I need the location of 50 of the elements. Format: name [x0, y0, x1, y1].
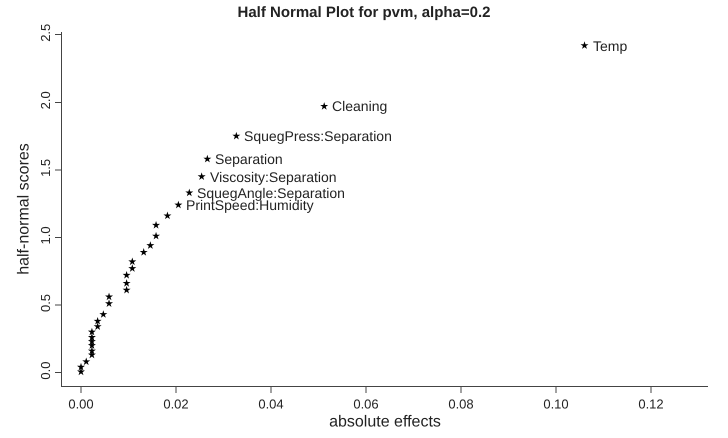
point — [88, 333, 96, 341]
chart-title: Half Normal Plot for pvm, alpha=0.2 — [238, 4, 490, 22]
point — [105, 292, 114, 300]
y-tick-label: 0.5 — [38, 294, 53, 312]
y-tick-label: 1.5 — [38, 158, 53, 177]
annotation: Separation — [215, 151, 283, 167]
annotation: Viscosity:Separation — [210, 169, 337, 185]
point — [320, 102, 328, 110]
point — [163, 212, 172, 220]
x-axis-title: absolute effects — [329, 413, 441, 430]
y-tick-label: 2.5 — [38, 24, 53, 42]
y-tick-label: 0.0 — [38, 362, 53, 380]
x-tick-label: 0.12 — [638, 396, 664, 412]
annotation: Temp — [593, 38, 628, 54]
point — [185, 188, 194, 196]
point — [122, 271, 131, 279]
x-tick-label: 0.04 — [258, 396, 284, 412]
point — [198, 172, 206, 180]
point — [140, 248, 148, 256]
point — [128, 257, 136, 266]
point — [174, 200, 182, 208]
point — [203, 154, 212, 162]
point — [580, 41, 588, 49]
point — [88, 346, 96, 354]
point — [105, 299, 114, 307]
point — [152, 232, 160, 240]
point — [232, 132, 240, 140]
x-tick-label: 0.00 — [68, 396, 94, 412]
x-tick-label: 0.02 — [163, 396, 189, 412]
point — [82, 357, 90, 366]
point — [122, 279, 131, 287]
x-tick-label: 0.06 — [353, 396, 379, 412]
point — [94, 316, 102, 325]
annotation: Cleaning — [332, 98, 388, 114]
point — [77, 362, 85, 370]
point — [128, 264, 136, 272]
x-tick-label: 0.10 — [543, 396, 569, 412]
point — [88, 328, 96, 336]
point — [122, 286, 131, 294]
y-tick-label: 1.0 — [38, 226, 53, 244]
point — [94, 322, 102, 330]
y-axis-title: half-normal scores — [16, 143, 33, 275]
x-tick-label: 0.08 — [448, 396, 474, 412]
point — [77, 368, 85, 376]
annotation: SquegPress:Separation — [244, 128, 392, 144]
point — [99, 310, 108, 318]
point — [146, 241, 154, 249]
y-tick-label: 2.0 — [38, 91, 53, 110]
annotation: SquegAngle:Separation — [197, 185, 345, 201]
point — [152, 221, 160, 229]
